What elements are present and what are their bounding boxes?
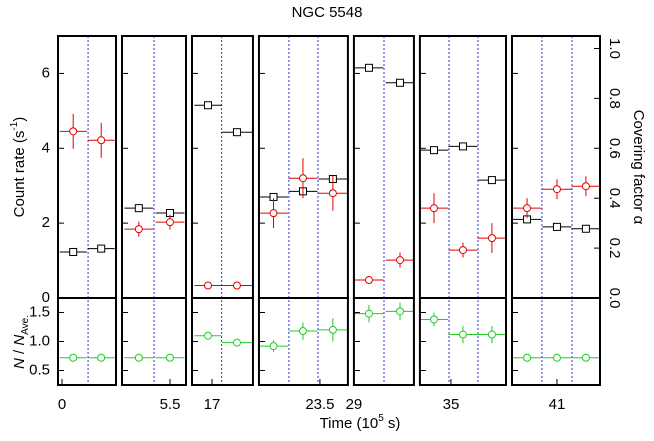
y-tick-label: 6 xyxy=(42,64,50,81)
norm-point xyxy=(581,353,590,362)
y2-axis-label: Covering factor α xyxy=(630,110,647,225)
count-point xyxy=(204,101,212,110)
count-point xyxy=(430,146,438,155)
count-point xyxy=(364,63,373,72)
panel-frame xyxy=(257,297,349,386)
alpha-point xyxy=(396,256,404,265)
label-sup: 5 xyxy=(378,413,384,424)
label-part: N xyxy=(11,358,28,369)
panel-frame xyxy=(121,35,187,299)
norm-point xyxy=(134,353,143,362)
y3-tick-label: 0.5 xyxy=(29,361,50,378)
norm-point xyxy=(552,353,561,362)
y-tick-label: 4 xyxy=(42,139,50,156)
norm-point xyxy=(232,338,241,347)
chart-title: NGC 5548 xyxy=(292,4,363,21)
alpha-point xyxy=(69,127,78,136)
alpha-point xyxy=(298,174,307,183)
norm-point xyxy=(166,353,174,362)
alpha-point xyxy=(552,185,561,194)
panel-frame xyxy=(352,35,415,299)
y3-tick-label: 1.0 xyxy=(29,332,50,349)
y-axis-label: Count rate (s-1) xyxy=(9,117,28,218)
panel-frame xyxy=(57,35,117,299)
panel-frame xyxy=(418,35,508,299)
norm-point xyxy=(204,331,212,340)
label-part: ) xyxy=(11,117,28,122)
y-tick-label: 2 xyxy=(42,214,50,231)
count-point xyxy=(69,247,78,256)
y2-tick-label: 0.8 xyxy=(606,88,623,109)
count-point xyxy=(458,142,467,151)
norm-point xyxy=(364,309,373,318)
alpha-point xyxy=(523,204,532,213)
x-tick-label: 29 xyxy=(346,396,363,413)
x-axis-label: Time (105 s) xyxy=(320,413,401,432)
norm-point xyxy=(523,353,532,362)
y2-tick-label: 0.6 xyxy=(606,138,623,159)
y2-tick-label: 0.0 xyxy=(606,288,623,309)
count-point xyxy=(581,224,590,233)
count-point xyxy=(396,78,404,87)
y-tick-label: 0 xyxy=(42,289,50,306)
label-part: Count rate (s xyxy=(11,131,28,218)
alpha-point xyxy=(166,218,174,227)
norm-point xyxy=(487,330,496,339)
norm-point xyxy=(269,342,278,351)
x-tick-label: 17 xyxy=(204,396,221,413)
alpha-point xyxy=(487,234,496,243)
x-tick-label: 0 xyxy=(58,396,66,413)
label-part: Time (10 xyxy=(320,415,379,432)
y3-axis-label: N / NAve. xyxy=(11,315,31,369)
norm-point xyxy=(328,325,337,334)
norm-point xyxy=(396,307,404,316)
norm-point xyxy=(430,315,438,324)
label-part: N xyxy=(11,335,28,346)
alpha-point xyxy=(204,281,212,290)
panel-frame xyxy=(191,35,254,299)
label-sup: -1 xyxy=(9,121,20,130)
y2-tick-label: 0.4 xyxy=(606,188,623,209)
panel-frame xyxy=(121,297,187,386)
count-point xyxy=(97,244,106,253)
alpha-point xyxy=(134,225,143,234)
panel-frame xyxy=(57,297,117,386)
x-tick-label: 5.5 xyxy=(160,396,181,413)
alpha-point xyxy=(581,182,590,191)
panel-frame xyxy=(511,35,601,299)
y3-tick-label: 1.5 xyxy=(29,303,50,320)
count-point xyxy=(232,128,241,137)
norm-point xyxy=(69,353,78,362)
alpha-point xyxy=(430,204,438,213)
panel-frame xyxy=(418,297,508,386)
norm-point xyxy=(298,327,307,336)
x-tick-label: 41 xyxy=(549,396,566,413)
label-sub: Ave. xyxy=(20,315,31,335)
y2-tick-label: 1.0 xyxy=(606,38,623,59)
panel-frame xyxy=(191,297,254,386)
count-point xyxy=(552,222,561,231)
alpha-point xyxy=(269,209,278,218)
norm-point xyxy=(97,353,106,362)
count-point xyxy=(134,204,143,213)
count-point xyxy=(487,176,496,185)
y2-tick-label: 0.2 xyxy=(606,238,623,259)
norm-point xyxy=(458,330,467,339)
x-tick-label: 35 xyxy=(443,396,460,413)
alpha-point xyxy=(328,189,337,198)
alpha-point xyxy=(232,281,241,290)
alpha-point xyxy=(97,136,106,145)
panel-frame xyxy=(352,297,415,386)
label-part: s) xyxy=(384,415,401,432)
panel-frame xyxy=(511,297,601,386)
label-part: / xyxy=(11,346,28,359)
alpha-point xyxy=(458,246,467,255)
x-tick-label: 23.5 xyxy=(305,396,334,413)
alpha-point xyxy=(364,276,373,285)
